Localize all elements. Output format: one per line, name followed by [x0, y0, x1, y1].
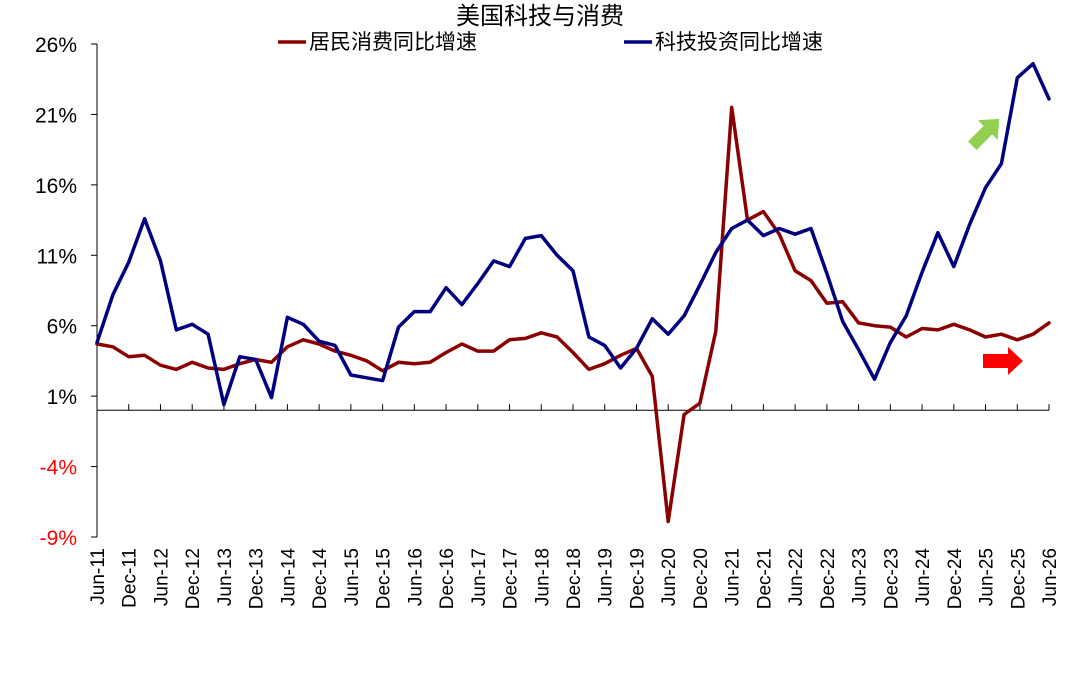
x-tick-label: Dec-18: [564, 548, 585, 609]
x-tick-label: Dec-17: [501, 548, 522, 609]
x-tick-label: Dec-25: [1008, 548, 1029, 609]
x-tick-label: Jun-14: [278, 548, 299, 607]
y-tick-label: -9%: [40, 527, 77, 550]
annotations: [968, 118, 1023, 375]
y-tick-label: 26%: [35, 34, 77, 57]
x-tick-label: Jun-20: [659, 548, 680, 606]
x-tick-label: Jun-19: [596, 548, 617, 606]
x-tick-label: Jun-21: [723, 548, 744, 606]
legend-label-consumption: 居民消费同比增速: [309, 30, 477, 54]
x-tick-label: Dec-11: [120, 548, 141, 608]
y-tick-label: 16%: [35, 175, 77, 198]
x-tick-label: Jun-12: [151, 548, 172, 606]
x-tick-label: Jun-16: [405, 548, 426, 606]
x-tick-label: Jun-24: [913, 548, 934, 607]
y-tick-label: 21%: [35, 104, 77, 127]
x-tick-label: Dec-20: [691, 548, 712, 609]
x-tick-label: Jun-13: [215, 548, 236, 606]
legend-label-tech-investment: 科技投资同比增速: [655, 30, 823, 54]
x-tick-label: Jun-22: [786, 548, 807, 606]
y-axis: 26% 21% 16% 11% 6% 1% -4% -9%: [35, 34, 98, 550]
chart-title: 美国科技与消费: [456, 2, 624, 30]
x-axis: Jun-11 Dec-11 Jun-12 Dec-12 Jun-13 Dec-13 Jun-…: [88, 404, 1061, 609]
x-tick-label: Jun-25: [977, 548, 998, 606]
x-tick-label: Dec-12: [183, 548, 204, 609]
x-tick-label: Jun-11: [88, 548, 109, 605]
y-tick-label: 6%: [47, 316, 77, 339]
series-layer: [95, 61, 1051, 524]
x-tick-label: Dec-15: [374, 548, 395, 609]
x-tick-label: Jun-15: [342, 548, 363, 606]
y-tick-label: 11%: [37, 245, 77, 268]
x-tick-label: Dec-23: [881, 548, 902, 609]
x-tick-label: Dec-13: [247, 548, 268, 609]
legend: 居民消费同比增速 科技投资同比增速: [278, 30, 823, 54]
x-tick-label: Dec-22: [818, 548, 839, 609]
x-tick-label: Dec-16: [437, 548, 458, 609]
y-tick-label: -4%: [40, 457, 77, 480]
x-tick-label: Jun-23: [850, 548, 871, 606]
x-tick-label: Dec-19: [627, 548, 648, 609]
tech-investment-growth-line: [95, 61, 1051, 407]
x-tick-label: Jun-26: [1040, 548, 1061, 606]
red-right-arrow-icon: [983, 347, 1023, 375]
green-up-arrow-icon: [968, 118, 1000, 150]
x-tick-label: Jun-17: [469, 548, 490, 606]
x-tick-label: Jun-18: [532, 548, 553, 606]
y-tick-label: 1%: [47, 386, 77, 409]
x-tick-label: Dec-14: [310, 548, 331, 610]
x-tick-label: Dec-21: [754, 548, 775, 609]
x-tick-label: Dec-24: [945, 548, 966, 610]
